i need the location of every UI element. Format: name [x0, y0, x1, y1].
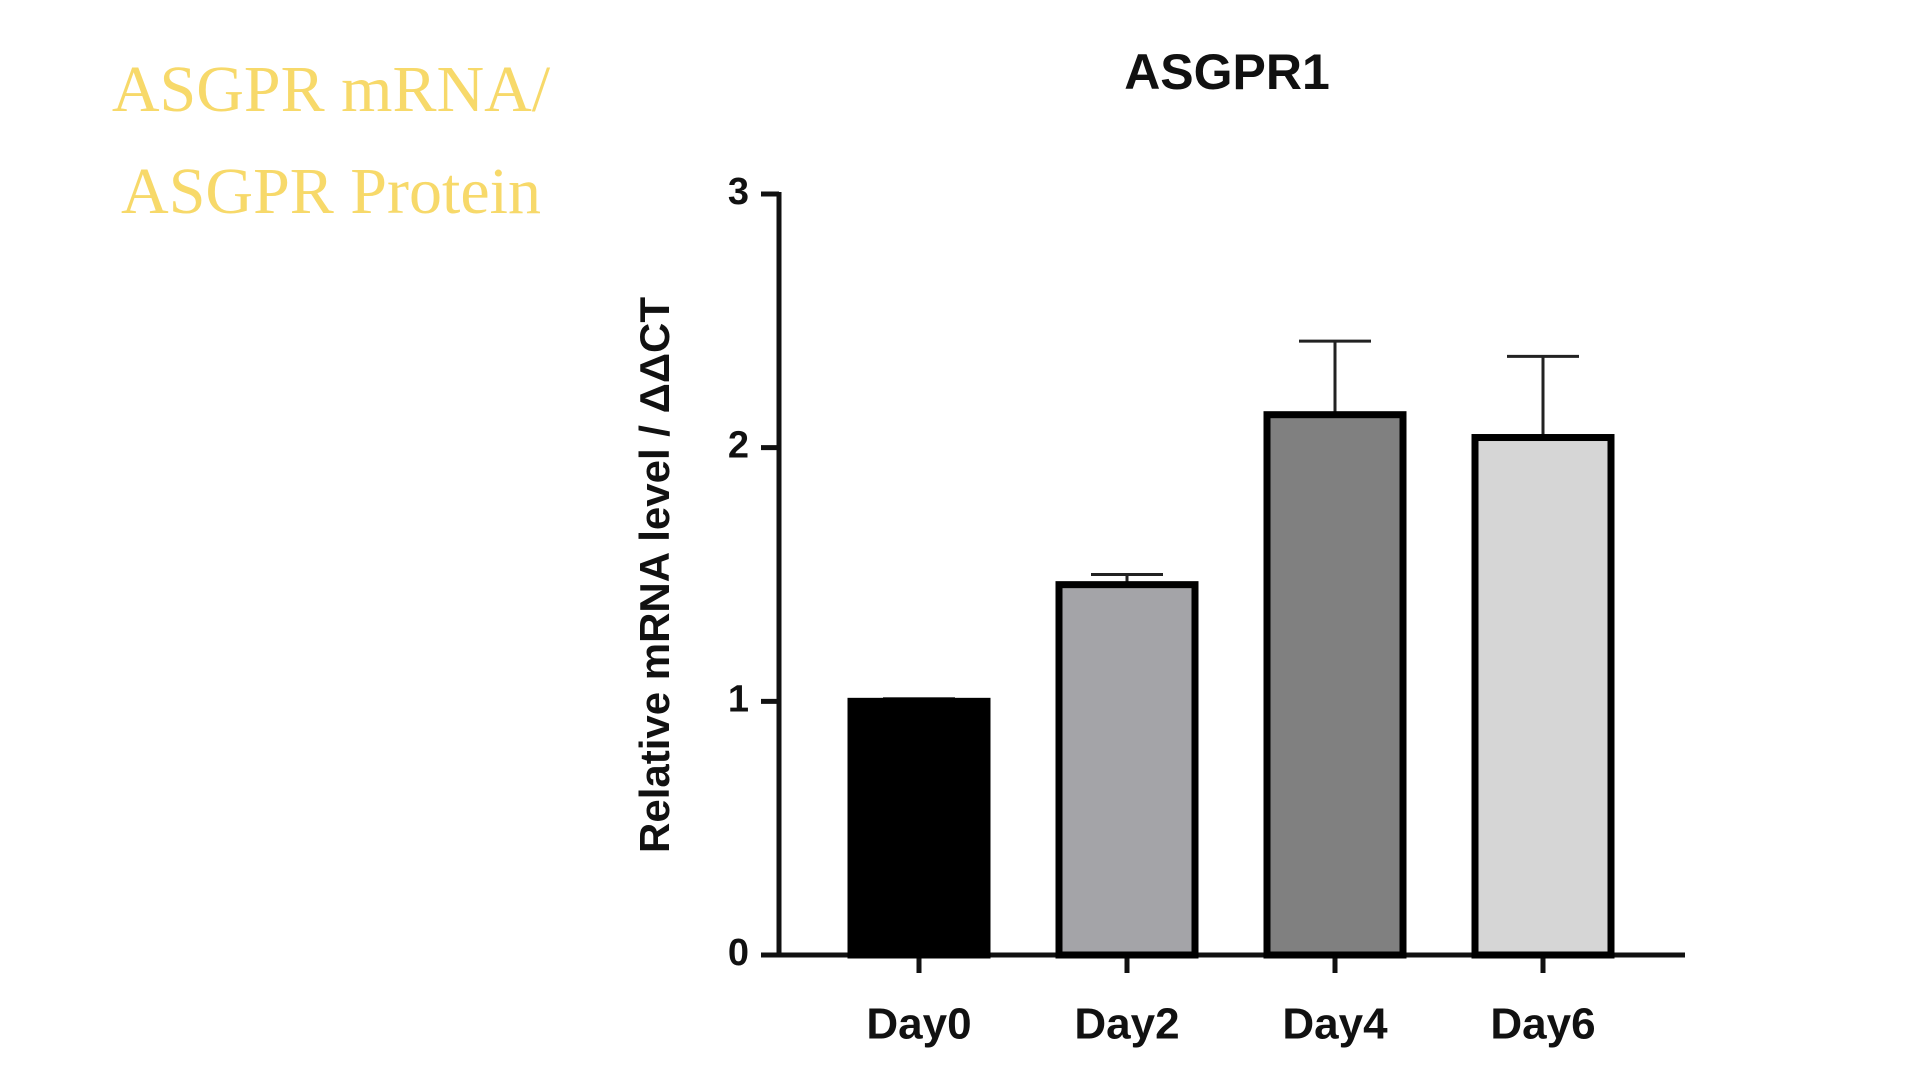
y-axis-label: Relative mRNA level / ΔΔCT — [631, 297, 678, 853]
heading-line: ASGPR Protein — [121, 155, 541, 228]
heading-line: ASGPR mRNA/ — [112, 53, 551, 126]
y-tick-label: 0 — [728, 932, 749, 974]
x-tick-label: Day0 — [866, 1000, 971, 1049]
x-tick-label: Day6 — [1490, 1000, 1595, 1049]
y-tick-label: 2 — [728, 425, 749, 467]
y-tick-label: 1 — [728, 678, 749, 720]
x-tick-label: Day2 — [1074, 1000, 1179, 1049]
bar — [1055, 581, 1199, 959]
bar — [847, 697, 991, 959]
y-tick-label: 3 — [728, 171, 749, 213]
bar — [1263, 411, 1407, 959]
x-tick-label: Day4 — [1282, 1000, 1388, 1049]
chart-title: ASGPR1 — [1124, 44, 1330, 100]
bar — [1471, 434, 1615, 959]
